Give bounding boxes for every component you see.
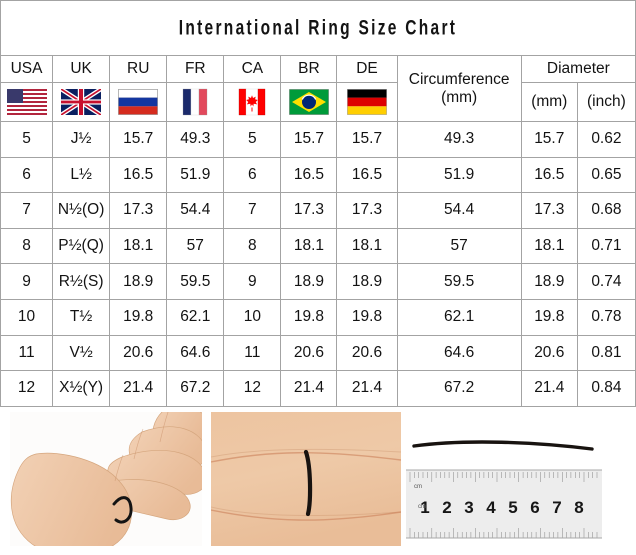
svg-text:2: 2 [442, 498, 451, 517]
svg-text:cm: cm [414, 484, 422, 490]
svg-text:7: 7 [552, 498, 561, 517]
svg-text:8: 8 [574, 498, 583, 517]
svg-text:3: 3 [464, 498, 473, 517]
svg-text:4: 4 [486, 498, 496, 517]
svg-text:6: 6 [530, 498, 539, 517]
svg-text:5: 5 [508, 498, 517, 517]
svg-text:cm: cm [418, 504, 426, 510]
